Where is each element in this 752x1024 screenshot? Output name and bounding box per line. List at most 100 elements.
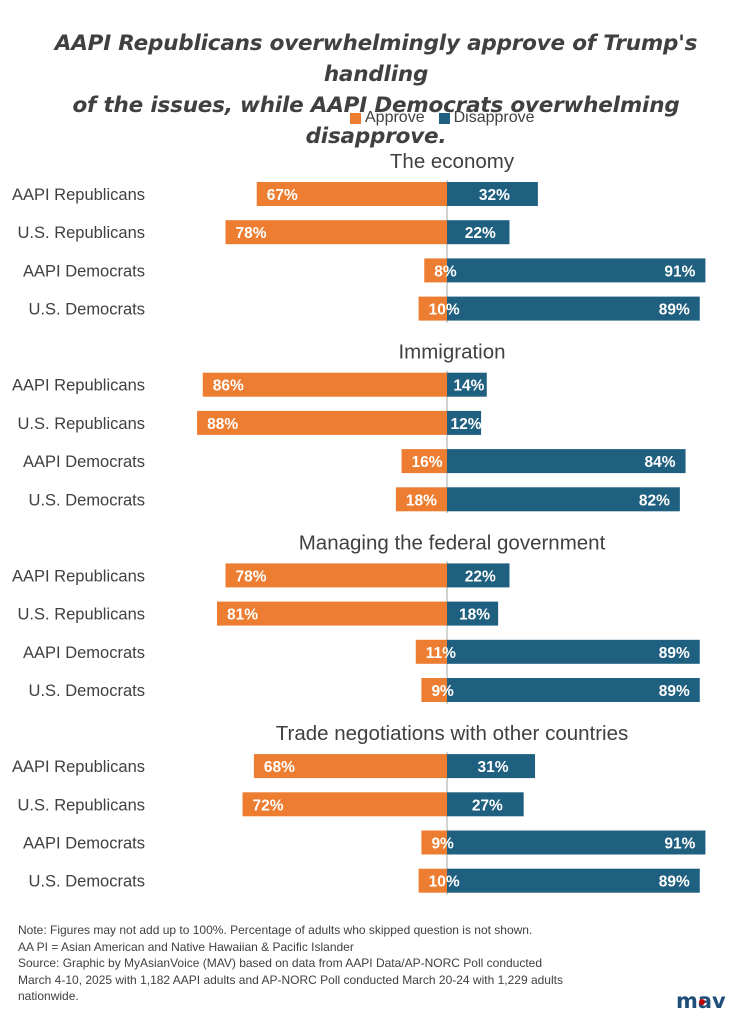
approve-value-label: 68% (264, 759, 295, 776)
disapprove-value-label: 89% (659, 683, 690, 700)
category-label: AAPI Republicans (12, 758, 145, 776)
footnote-note: Note: Figures may not add up to 100%. Pe… (18, 923, 533, 937)
approve-bar (216, 601, 447, 626)
disapprove-bar (447, 563, 510, 588)
approve-bar (253, 754, 447, 779)
approve-bar (197, 410, 447, 435)
logo-accent-dot (699, 999, 705, 1005)
disapprove-bar (447, 639, 700, 664)
category-label: AAPI Republicans (12, 377, 145, 395)
legend-item-approve: Approve (350, 109, 425, 127)
approve-value-label: 67% (267, 187, 298, 204)
disapprove-value-label: 82% (639, 492, 670, 509)
disapprove-value-label: 31% (478, 759, 509, 776)
disapprove-bar (447, 830, 706, 855)
category-label: AAPI Democrats (23, 262, 145, 280)
disapprove-bar (447, 792, 524, 817)
approve-bar (421, 678, 447, 702)
approve-bar (401, 449, 447, 474)
footnote-definition: AA PI = Asian American and Native Hawaii… (18, 939, 354, 954)
chart-title: AAPI Republicans overwhelmingly approve … (0, 28, 752, 152)
disapprove-bar (447, 678, 700, 702)
footnote-source-cont: March 4-10, 2025 with 1,182 AAPI adults … (18, 972, 563, 987)
legend-item-disapprove: Disapprove (438, 109, 535, 127)
approve-bar (424, 258, 447, 283)
approve-value-label: 81% (227, 607, 258, 624)
panel-title: Trade negotiations with other countries (276, 722, 629, 745)
approve-bar (242, 792, 447, 817)
disapprove-bar (447, 220, 510, 245)
category-label: U.S. Republicans (18, 796, 145, 814)
disapprove-value-label: 22% (465, 568, 496, 585)
legend-swatch-disapprove (438, 112, 450, 124)
category-label: U.S. Democrats (29, 873, 145, 891)
category-label: U.S. Republicans (18, 224, 145, 242)
category-label: AAPI Democrats (23, 835, 145, 853)
legend-label-disapprove: Disapprove (453, 109, 535, 126)
category-label: U.S. Republicans (18, 415, 145, 433)
approve-bar (225, 220, 447, 245)
approve-value-label: 9% (431, 836, 454, 853)
approve-value-label: 10% (429, 302, 460, 319)
legend-swatch-approve (350, 112, 361, 124)
approve-bar (418, 296, 447, 321)
footnote: Note: Figures may not add up to 100%. Pe… (18, 922, 668, 1005)
approve-bar (256, 182, 447, 206)
category-label: AAPI Democrats (23, 453, 145, 471)
legend-label-approve: Approve (365, 109, 425, 126)
disapprove-bar (447, 410, 482, 435)
disapprove-bar (447, 601, 499, 626)
mav-logo: mav (676, 989, 726, 1013)
disapprove-bar (447, 296, 700, 321)
approve-bar (415, 639, 447, 664)
approve-value-label: 72% (253, 797, 284, 814)
disapprove-bar (447, 372, 487, 397)
disapprove-value-label: 89% (659, 302, 690, 319)
disapprove-value-label: 12% (451, 416, 482, 433)
category-label: U.S. Democrats (29, 491, 145, 509)
approve-value-label: 16% (412, 454, 443, 471)
approve-value-label: 78% (235, 225, 266, 242)
approve-bar (225, 563, 447, 588)
category-label: AAPI Republicans (12, 186, 145, 204)
disapprove-value-label: 91% (664, 836, 695, 853)
category-label: AAPI Republicans (12, 567, 145, 585)
disapprove-value-label: 32% (479, 187, 510, 204)
chart-title-line-2: of the issues, while AAPI Democrats over… (72, 93, 680, 149)
approve-bar (202, 372, 447, 397)
approve-bar (418, 868, 447, 893)
disapprove-value-label: 89% (659, 645, 690, 662)
approve-value-label: 11% (426, 645, 456, 662)
disapprove-bar (447, 258, 706, 283)
panel-title: Managing the federal government (299, 531, 606, 554)
category-label: AAPI Democrats (23, 644, 145, 662)
category-label: U.S. Democrats (29, 682, 145, 700)
category-label: U.S. Republicans (18, 606, 145, 624)
disapprove-value-label: 91% (664, 263, 695, 280)
disapprove-bar (447, 449, 686, 474)
footnote-source-end: nationwide. (18, 989, 79, 1003)
approve-value-label: 8% (434, 263, 457, 280)
approve-bar (421, 830, 447, 855)
disapprove-value-label: 84% (645, 454, 676, 471)
approve-value-label: 88% (207, 416, 238, 433)
footnote-source: Source: Graphic by MyAsianVoice (MAV) ba… (18, 956, 543, 970)
approve-value-label: 86% (213, 378, 244, 395)
panel-title: The economy (390, 150, 515, 173)
disapprove-bar (447, 487, 680, 512)
approve-value-label: 18% (406, 492, 437, 509)
disapprove-value-label: 18% (459, 607, 490, 624)
disapprove-value-label: 14% (453, 378, 484, 395)
approve-value-label: 10% (429, 874, 460, 891)
disapprove-bar (447, 754, 536, 779)
chart-title-line-1: AAPI Republicans overwhelmingly approve … (54, 31, 698, 87)
approve-bar (395, 487, 447, 512)
diverging-bar-chart: The economy AAPI Republicans 67% 32% U.S. Re… (12, 150, 706, 895)
disapprove-bar (447, 868, 700, 893)
disapprove-value-label: 89% (659, 874, 690, 891)
disapprove-bar (447, 182, 538, 206)
category-label: U.S. Democrats (29, 301, 145, 319)
approve-value-label: 9% (431, 683, 454, 700)
panel-title: Immigration (398, 341, 505, 364)
disapprove-value-label: 22% (465, 225, 496, 242)
